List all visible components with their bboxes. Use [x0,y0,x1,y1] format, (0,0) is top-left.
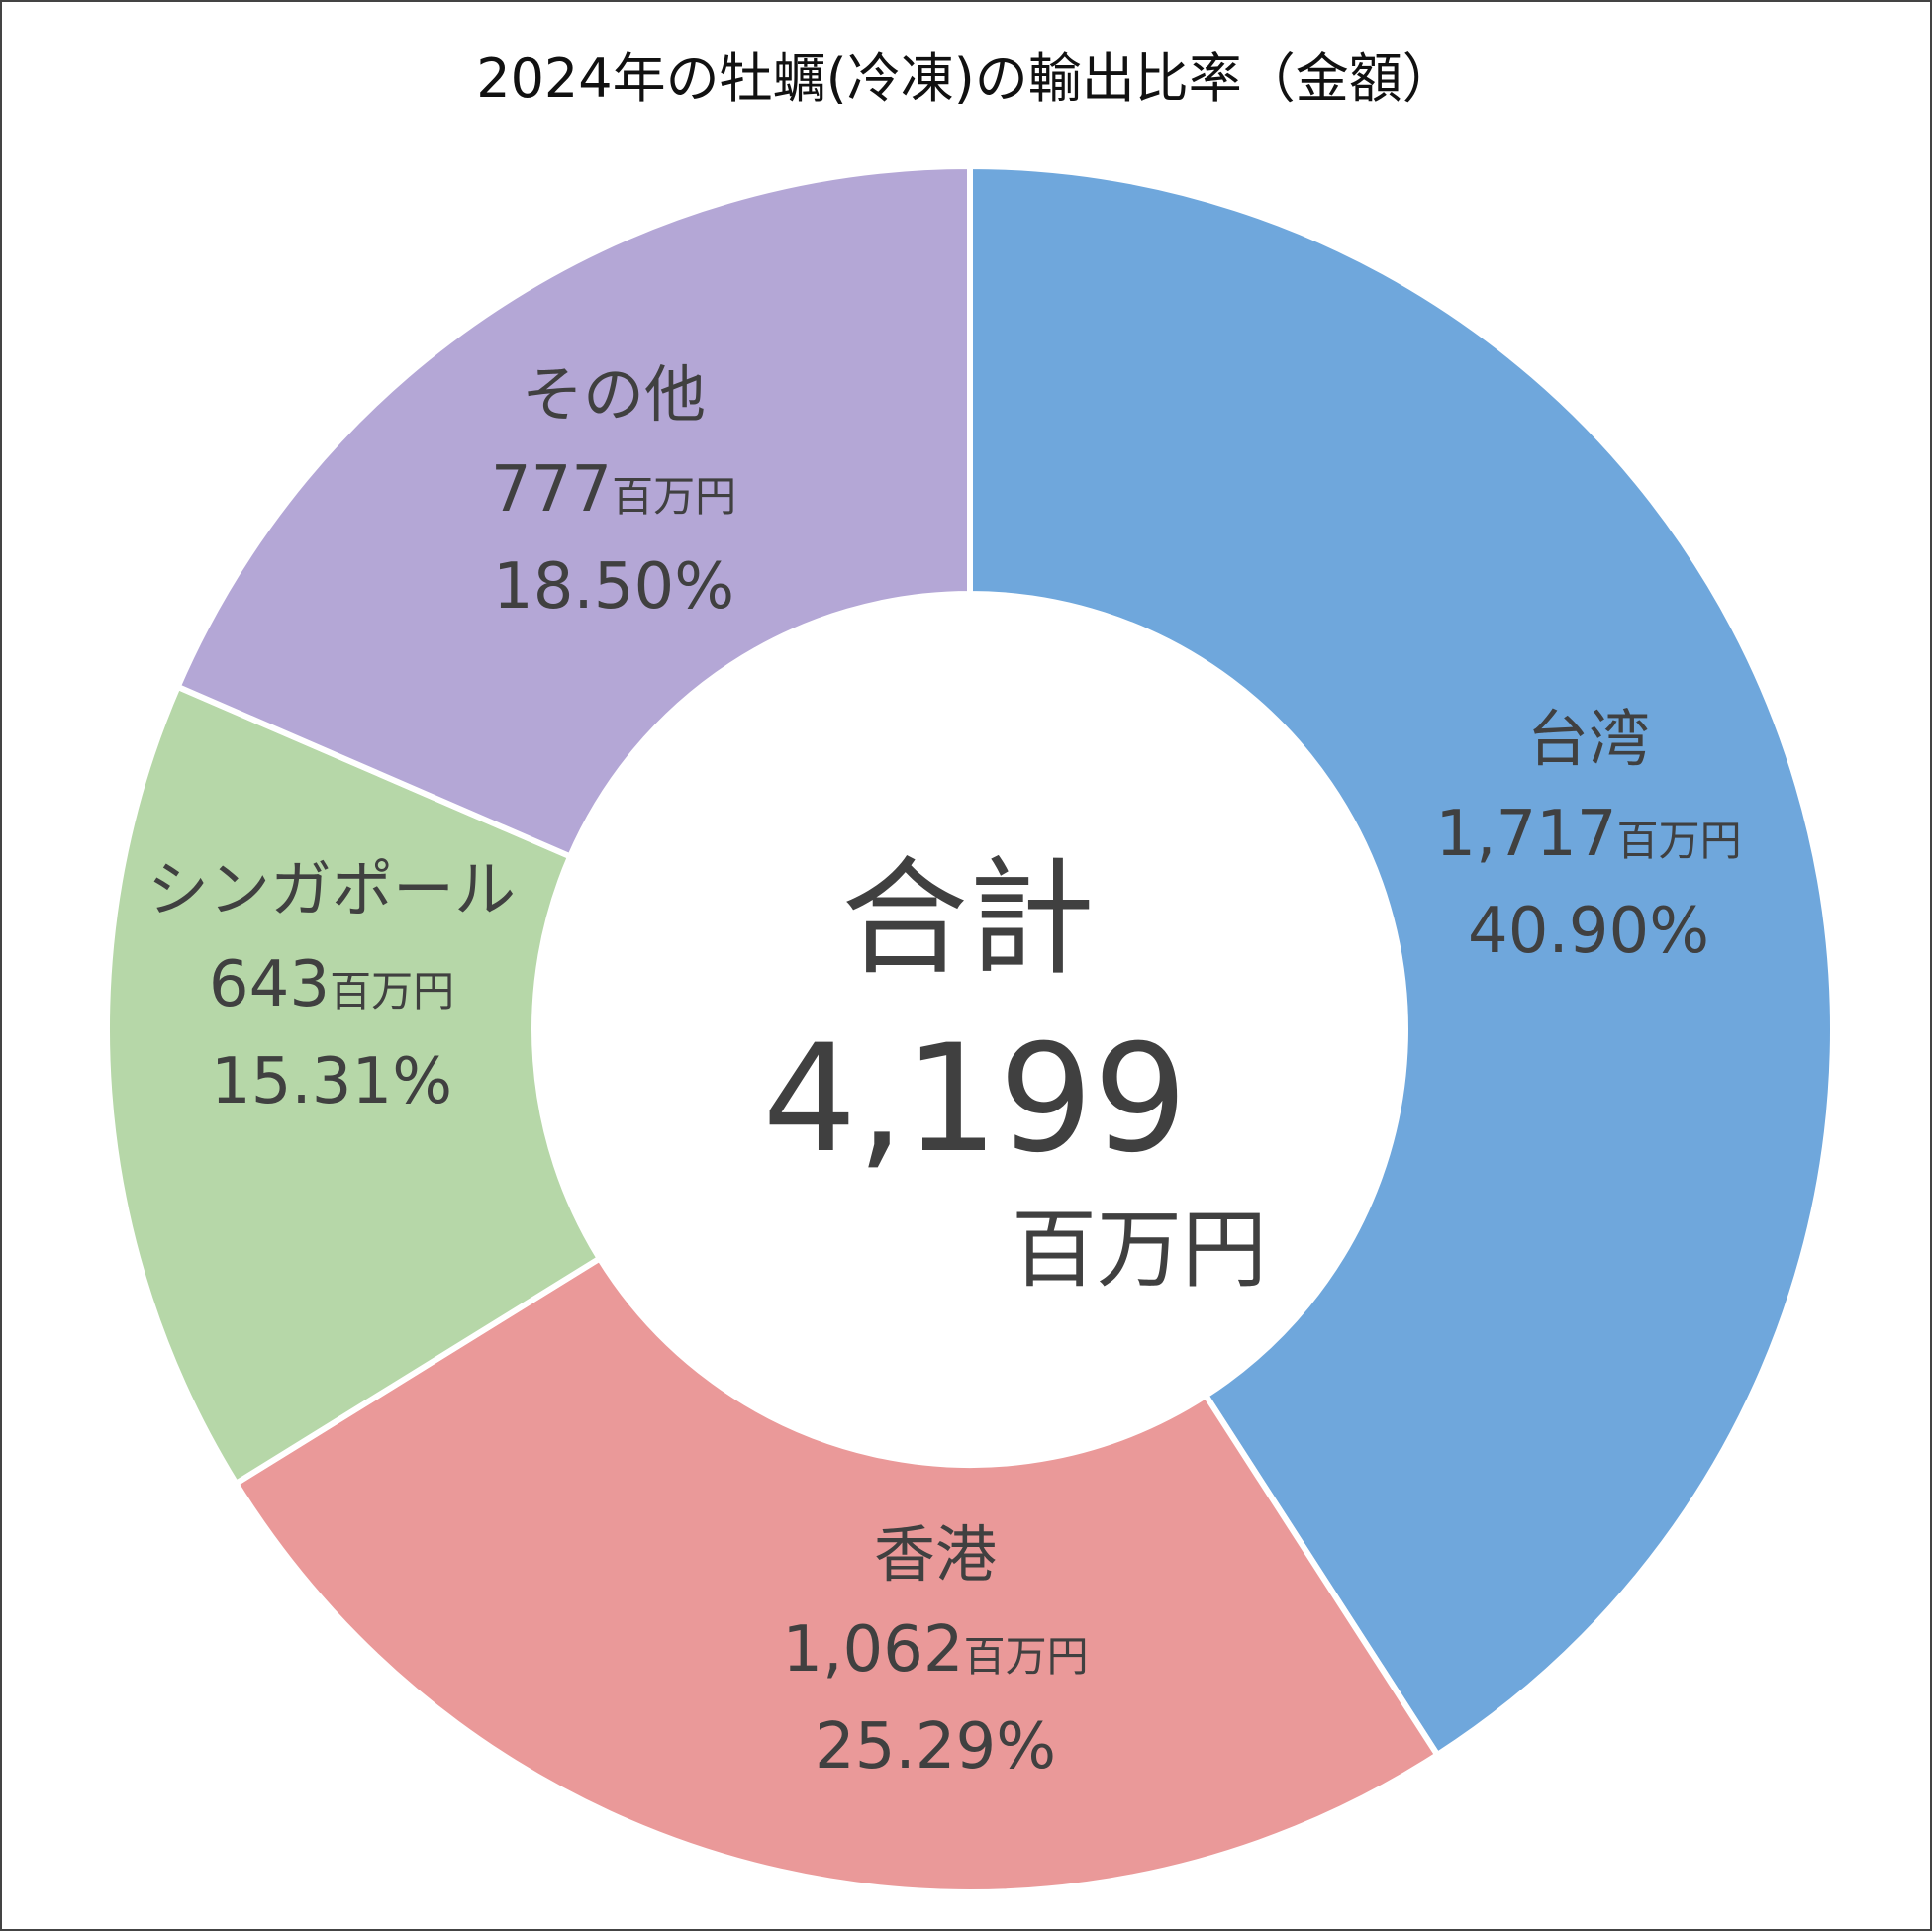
chart-title: 2024年の牡蠣(冷凍)の輸出比率（金額） [476,48,1456,110]
slice-label-taiwan: 台湾 1,717百万円 40.90% [1435,703,1741,968]
slices-group [104,162,1836,1895]
center-unit: 百万円 [1012,1201,1267,1300]
center-heading: 合計 [841,845,1095,993]
slice-singapore [104,682,604,1488]
center-total-value: 4,199 [762,1014,1187,1186]
slice-name: 香港 [874,1518,997,1591]
slice-other [173,162,973,861]
slice-labels-group: 台湾1,717百万円40.90%香港1,062百万円25.29%シンガポール64… [147,358,1742,1784]
slice-label-hongkong: 香港 1,062百万円 25.29% [782,1518,1088,1784]
slice-label-other: その他 777百万円 18.50% [491,358,736,624]
slice-value-unit: 百万円 [1617,817,1742,865]
slice-name: その他 [522,358,706,431]
slice-label-singapore: シンガポール 643百万円 15.31% [147,853,516,1118]
slice-value-number: 1,717 [1435,798,1616,871]
slice-value: 777百万円 [491,453,736,527]
slice-value-unit: 百万円 [964,1632,1089,1681]
slice-value: 1,717百万円 [1435,798,1741,871]
slice-percent: 18.50% [493,550,734,624]
center-summary: 合計 4,199 百万円 [762,845,1267,1300]
slice-taiwan [967,162,1836,1760]
slice-value: 643百万円 [209,948,454,1021]
slice-percent: 25.29% [815,1710,1056,1784]
slice-hongkong [232,1254,1442,1895]
slice-value-number: 777 [491,453,612,527]
slice-value: 1,062百万円 [782,1613,1088,1687]
slice-value-number: 643 [209,948,330,1021]
slice-value-unit: 百万円 [330,967,454,1015]
slice-value-unit: 百万円 [612,472,736,521]
slice-value-number: 1,062 [782,1613,963,1687]
slice-percent: 15.31% [211,1045,452,1118]
slice-name: シンガポール [147,853,516,925]
slice-percent: 40.90% [1468,895,1709,968]
slice-name: 台湾 [1527,703,1650,775]
